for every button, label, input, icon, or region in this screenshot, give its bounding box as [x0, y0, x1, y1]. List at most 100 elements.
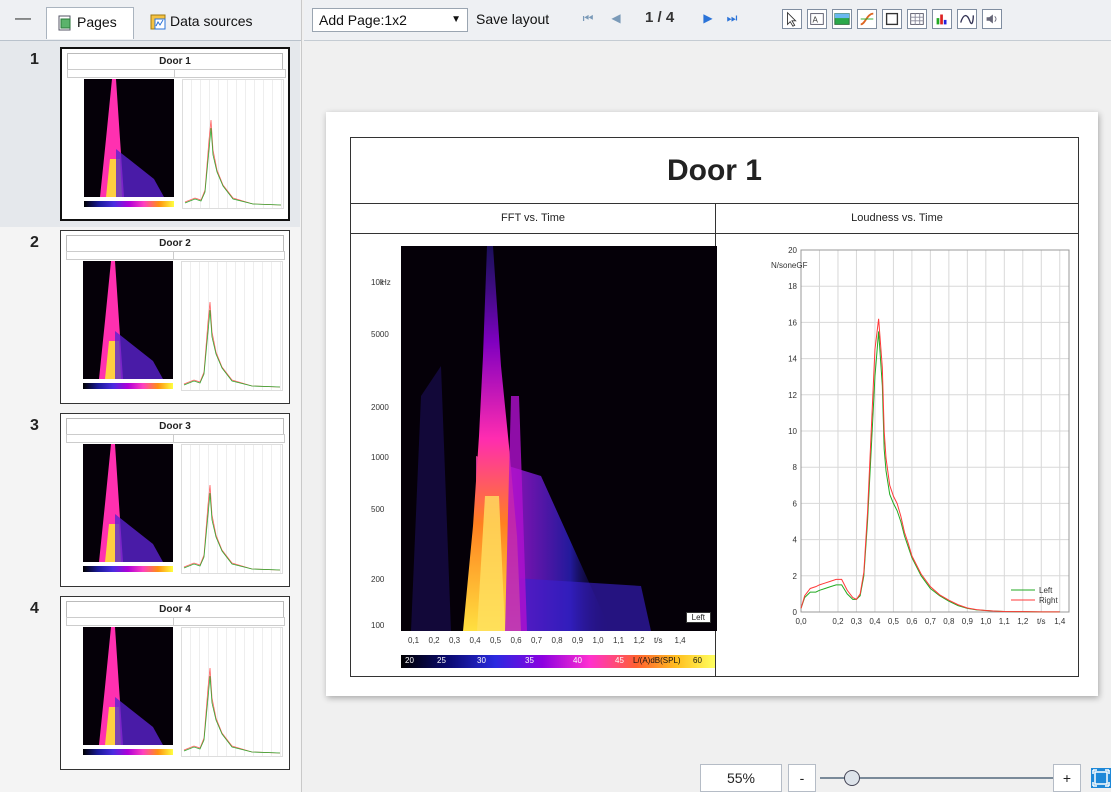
page-thumbnail[interactable]: Door 4 — [60, 596, 290, 770]
thumbnail-colorbar — [84, 201, 174, 207]
last-page-icon[interactable]: ⏭ — [724, 11, 740, 29]
loudness-panel-title[interactable]: Loudness vs. Time — [716, 204, 1078, 234]
page-indicator: 1 / 4 — [645, 9, 674, 26]
colorbar-tick: 30 — [477, 656, 486, 665]
sound-icon[interactable] — [982, 9, 1002, 29]
page-title[interactable]: Door 1 — [351, 138, 1078, 204]
thumbnail-subheader — [66, 434, 174, 443]
chevron-down-icon: ▼ — [451, 9, 461, 31]
spectrogram-x-tick: 1,0 — [593, 636, 604, 645]
loudness-plot: 0 2 4 6 8 10 12 14 16 18 20 0,0 0,2 0,3 0,4 0,5 0,6 0,7 0,… — [771, 246, 1081, 649]
page-thumbnail[interactable]: Door 3 — [60, 413, 290, 587]
signal-icon[interactable] — [957, 9, 977, 29]
loudness-x-tick: 0,0 — [795, 617, 807, 626]
loudness-x-tick: 0,5 — [888, 617, 900, 626]
image-icon[interactable] — [832, 9, 852, 29]
thumbnail-loudness-chart — [182, 79, 284, 209]
colorbar-tick: 60 — [693, 656, 702, 665]
page-list: 1 Door 1 2 Door 2 3 Door 3 4 Door 4 — [0, 41, 300, 792]
loudness-x-tick: t/s — [1037, 617, 1045, 626]
pages-panel: — Pages Data sources 1 Door 1 2 Door 2 3 Door… — [0, 0, 302, 792]
tab-pages[interactable]: Pages — [46, 7, 134, 39]
loudness-y-tick: 8 — [793, 463, 798, 472]
thumbnail-spectrogram — [83, 261, 173, 379]
loudness-x-tick: 0,6 — [906, 617, 918, 626]
previous-page-icon[interactable]: ◀ — [608, 11, 624, 29]
loudness-y-axis-label: N/soneGF — [771, 261, 808, 270]
loudness-y-tick: 4 — [793, 536, 798, 545]
page-thumbnail-item[interactable]: 2 Door 2 — [0, 224, 300, 410]
spectrogram-x-tick: t/s — [654, 636, 662, 645]
thumbnail-loudness-chart — [181, 261, 283, 391]
page-thumbnail-item[interactable]: 3 Door 3 — [0, 407, 300, 593]
spectrogram-channel-label: Left — [686, 612, 711, 623]
legend-entry: Right — [1039, 596, 1058, 605]
tab-data-sources[interactable]: Data sources — [140, 7, 288, 39]
thumbnail-spectrogram — [83, 444, 173, 562]
colorbar-tick: 25 — [437, 656, 446, 665]
loudness-y-tick: 18 — [788, 282, 797, 291]
thumbnail-colorbar — [83, 566, 173, 572]
spectrogram-y-tick: 10k — [371, 278, 384, 287]
loudness-y-tick: 0 — [793, 608, 798, 617]
thumbnail-spectrogram — [84, 79, 174, 197]
loudness-x-tick: 0,9 — [962, 617, 974, 626]
report-page[interactable]: Door 1 FFT vs. Time Loudness vs. Time — [326, 112, 1098, 696]
loudness-x-tick: 1,4 — [1054, 617, 1066, 626]
page-thumbnail[interactable]: Door 1 — [60, 47, 290, 221]
bar-chart-icon[interactable] — [932, 9, 952, 29]
pages-icon — [57, 15, 73, 31]
svg-text:A: A — [813, 16, 819, 25]
tab-pages-label: Pages — [77, 14, 117, 39]
fft-spectrogram[interactable]: Left — [401, 246, 717, 631]
spectrogram-x-tick: 1,1 — [613, 636, 624, 645]
spectrogram-x-tick: 0,7 — [531, 636, 542, 645]
zoom-value[interactable]: 55% — [700, 764, 782, 792]
curve-icon[interactable] — [857, 9, 877, 29]
zoom-slider-handle[interactable] — [844, 770, 860, 786]
page-thumbnail-item[interactable]: 4 Door 4 — [0, 590, 300, 776]
loudness-x-tick: 0,7 — [925, 617, 937, 626]
collapse-panel-button[interactable]: — — [10, 10, 36, 32]
spectrogram-x-tick: 0,1 — [408, 636, 419, 645]
next-page-icon[interactable]: ▶ — [700, 11, 716, 29]
loudness-y-tick: 2 — [793, 572, 798, 581]
thumbnail-loudness-chart — [181, 627, 283, 757]
add-page-label: Add Page: — [319, 12, 384, 28]
spectrogram-x-tick: 1,4 — [675, 636, 686, 645]
text-box-icon[interactable]: A — [807, 9, 827, 29]
loudness-x-tick: 1,1 — [999, 617, 1011, 626]
frame-icon[interactable] — [882, 9, 902, 29]
zoom-out-button[interactable]: - — [788, 764, 816, 792]
table-icon[interactable] — [907, 9, 927, 29]
fit-page-icon[interactable] — [1091, 768, 1111, 788]
page-thumbnail-item[interactable]: 1 Door 1 — [0, 41, 300, 227]
page-frame: Door 1 FFT vs. Time Loudness vs. Time — [350, 137, 1079, 677]
spectrogram-x-tick: 0,3 — [449, 636, 460, 645]
first-page-icon[interactable]: ⏮ — [580, 11, 596, 29]
loudness-x-tick: 0,4 — [869, 617, 881, 626]
save-layout-button[interactable]: Save layout — [474, 8, 549, 32]
loudness-chart[interactable]: 0 2 4 6 8 10 12 14 16 18 20 0,0 0,2 0,3 0,4 0,5 0,6 0,7 0,… — [771, 246, 1081, 649]
spectrogram-y-tick: 100 — [371, 621, 384, 630]
spectrogram-y-tick: 500 — [371, 505, 384, 514]
loudness-x-tick: 1,2 — [1017, 617, 1029, 626]
zoom-in-button[interactable]: + — [1053, 764, 1081, 792]
pointer-icon[interactable] — [782, 9, 802, 29]
spectrogram-y-tick: 2000 — [371, 403, 389, 412]
spectrogram-y-tick: 5000 — [371, 330, 389, 339]
toolbar: Add Page:1x2 ▼ Save layout ⏮ ◀ 1 / 4 ▶ ⏭… — [304, 0, 1111, 41]
spectrogram-x-tick: 0,5 — [490, 636, 501, 645]
fft-panel-title[interactable]: FFT vs. Time — [351, 204, 715, 234]
colorbar-tick: 45 — [615, 656, 624, 665]
add-page-dropdown[interactable]: Add Page:1x2 ▼ — [312, 8, 468, 32]
loudness-y-tick: 6 — [793, 499, 798, 508]
loudness-x-tick: 0,3 — [851, 617, 863, 626]
page-number: 1 — [30, 51, 39, 69]
page-thumbnail[interactable]: Door 2 — [60, 230, 290, 404]
spectrogram-x-tick: 1,2 — [634, 636, 645, 645]
thumbnail-subheader — [67, 69, 175, 78]
zoom-control: 55% - + — [700, 764, 1111, 792]
spectrogram-x-tick: 0,8 — [552, 636, 563, 645]
spectrogram-x-tick: 0,9 — [572, 636, 583, 645]
